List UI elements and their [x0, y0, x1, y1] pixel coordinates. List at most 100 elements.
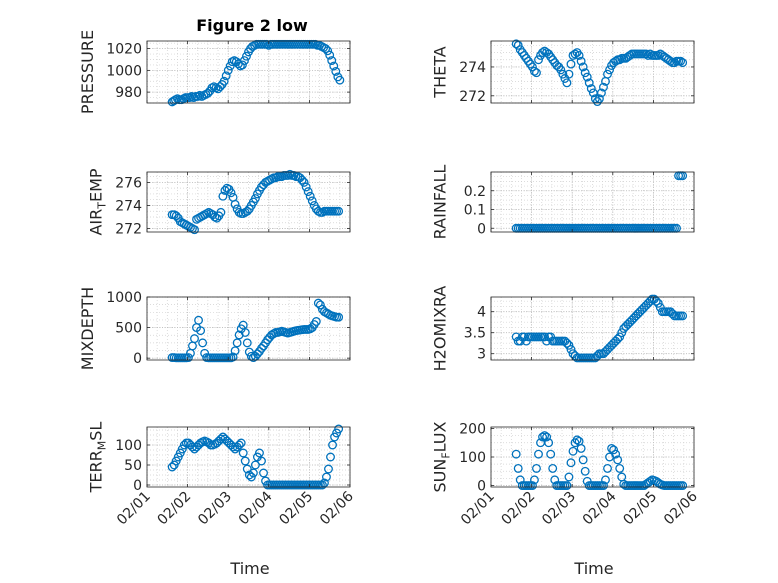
y-tick-label: 100	[459, 450, 486, 466]
data-point	[317, 480, 327, 490]
data-point	[607, 443, 617, 453]
data-point	[568, 446, 578, 456]
data-point	[250, 460, 260, 470]
axes-box	[146, 296, 351, 361]
data-point	[645, 476, 655, 486]
data-point	[570, 49, 580, 59]
data-point	[540, 332, 550, 342]
data-point	[237, 60, 247, 70]
data-point	[240, 456, 250, 466]
data-point	[221, 71, 231, 81]
y-axis-label: THETA	[431, 46, 450, 98]
y-tick-label: 1020	[106, 42, 142, 58]
subplot-pressure: 980 1000 1020 PRESSURE	[78, 30, 351, 114]
subplot-rainfall: 0 0.1 0.2 RAINFALL	[431, 165, 695, 240]
data-point	[326, 452, 335, 462]
subplot-terr: 0 50 100 TERRMSL	[87, 422, 351, 494]
y-axis-label: AIRTEMP	[87, 168, 109, 235]
data-point	[190, 334, 199, 344]
y-tick-label: 100	[115, 438, 142, 454]
series-markers	[511, 294, 688, 363]
data-point	[562, 481, 572, 491]
data-point	[196, 326, 206, 336]
data-point	[515, 475, 525, 485]
data-point	[653, 298, 663, 308]
y-tick-label: 276	[115, 175, 142, 191]
data-point	[232, 338, 242, 348]
data-point	[532, 68, 541, 78]
y-tick-label: 0	[477, 479, 486, 495]
data-point	[242, 51, 251, 61]
data-point	[576, 443, 586, 453]
data-point	[544, 438, 554, 448]
data-point	[334, 206, 344, 216]
subplot-sun: 0 100 200 SUNFLUX	[431, 421, 695, 495]
x-tick-label: 02/02	[499, 489, 539, 529]
data-point	[218, 191, 228, 201]
data-point	[190, 225, 199, 235]
axes-box	[146, 171, 351, 233]
data-point	[615, 332, 625, 342]
data-point	[564, 472, 574, 482]
data-point	[299, 177, 309, 187]
data-point	[603, 463, 612, 473]
data-point	[228, 352, 238, 362]
data-point	[651, 296, 661, 306]
data-point	[325, 50, 335, 60]
data-point	[529, 475, 539, 485]
series-markers	[167, 298, 344, 363]
plot-area	[491, 297, 694, 360]
data-point	[617, 328, 627, 338]
data-point	[513, 463, 523, 473]
y-axis-label: RAINFALL	[431, 165, 450, 240]
data-point	[572, 435, 582, 445]
data-point	[576, 56, 586, 66]
y-tick-label: 274	[459, 60, 486, 76]
y-tick-label: 0.2	[464, 184, 486, 200]
data-point	[645, 49, 655, 59]
data-point	[307, 196, 317, 206]
y-axis-label: PRESSURE	[78, 30, 97, 114]
data-point	[566, 458, 576, 468]
data-point	[242, 206, 252, 216]
data-point	[327, 56, 337, 66]
data-point	[242, 338, 252, 348]
data-point	[223, 65, 233, 75]
data-point	[558, 69, 568, 79]
data-point	[619, 479, 629, 489]
data-point	[562, 78, 572, 88]
data-point	[250, 194, 260, 203]
data-point	[255, 448, 264, 458]
data-point	[194, 315, 204, 325]
data-point	[556, 65, 566, 75]
series-markers	[167, 169, 344, 235]
y-tick-label: 1000	[106, 63, 142, 79]
data-point	[234, 440, 244, 450]
data-point	[548, 463, 558, 473]
data-point	[228, 442, 238, 452]
data-point	[586, 84, 596, 94]
y-tick-label: 500	[115, 321, 142, 337]
data-point	[220, 186, 230, 195]
data-point	[578, 62, 588, 72]
data-point	[331, 67, 341, 76]
data-point	[315, 300, 325, 310]
y-tick-label: 0	[477, 221, 486, 237]
data-point	[240, 328, 250, 337]
data-point	[532, 463, 541, 473]
data-point	[534, 449, 543, 459]
data-point	[562, 338, 572, 348]
y-tick-label: 272	[115, 222, 142, 238]
data-point	[238, 448, 248, 458]
axes-box	[490, 171, 695, 233]
data-point	[564, 69, 574, 79]
y-tick-label: 4	[477, 305, 486, 321]
data-point	[324, 464, 333, 474]
figure-title: Figure 2 low	[196, 16, 308, 35]
grid	[490, 171, 695, 232]
data-point	[566, 345, 576, 354]
axes-box	[146, 426, 351, 488]
x-tick-label: 02/06	[661, 488, 701, 528]
